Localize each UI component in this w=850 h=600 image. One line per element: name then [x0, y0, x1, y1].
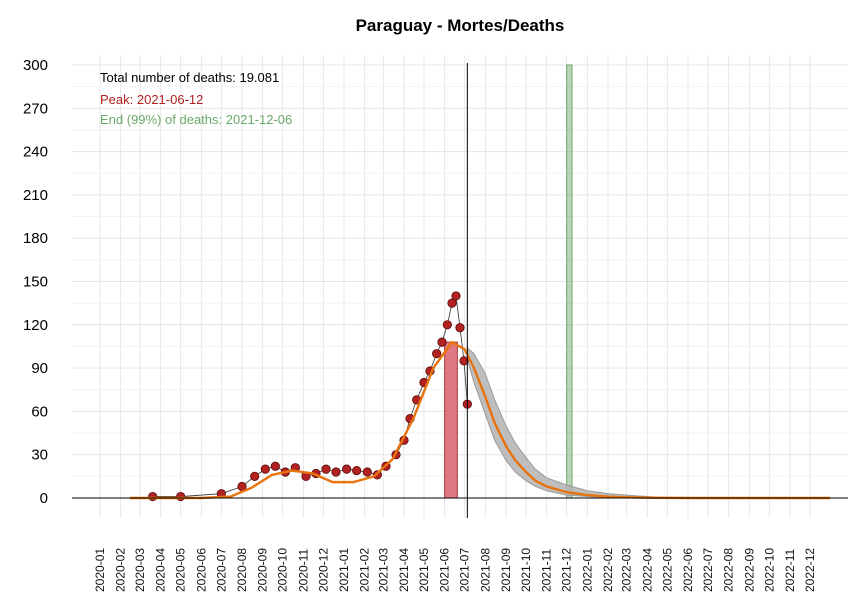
y-tick-label-6: 180: [23, 230, 48, 247]
x-tick-label-5: 2020-06: [194, 548, 208, 592]
x-tick-label-2: 2020-03: [133, 548, 147, 592]
x-tick-label-1: 2020-02: [114, 548, 128, 592]
observed-point-12: [331, 467, 341, 477]
y-tick-label-2: 60: [31, 403, 48, 420]
x-tick-label-3: 2020-04: [154, 548, 168, 592]
observed-point-13: [342, 464, 352, 474]
y-tick-label-7: 210: [23, 187, 48, 204]
x-tick-label-22: 2021-11: [540, 549, 554, 592]
annotation-end: End (99%) of deaths: 2021-12-06: [100, 112, 292, 127]
observed-point-26: [442, 320, 452, 330]
x-tick-label-20: 2021-09: [499, 548, 513, 592]
y-tick-label-4: 120: [23, 317, 48, 334]
x-tick-label-4: 2020-05: [174, 548, 188, 592]
y-tick-label-5: 150: [23, 274, 48, 291]
observed-point-5: [260, 464, 270, 474]
fit-line: [130, 340, 830, 500]
x-tick-label-33: 2022-10: [762, 548, 776, 592]
axes: [72, 63, 848, 518]
observed-point-14: [352, 465, 362, 476]
x-tick-label-6: 2020-07: [214, 548, 228, 592]
chart-title: Paraguay - Mortes/Deaths: [356, 16, 565, 35]
observed-point-0: [148, 491, 158, 502]
x-tick-label-25: 2022-02: [601, 548, 615, 592]
x-tick-label-32: 2022-09: [742, 548, 756, 592]
observed-point-29: [455, 323, 465, 333]
x-tick-label-7: 2020-08: [235, 548, 249, 592]
x-tick-label-18: 2021-07: [458, 548, 472, 592]
x-tick-label-23: 2021-12: [560, 548, 574, 592]
observed-point-11: [321, 464, 331, 474]
observed-point-4: [250, 471, 260, 481]
x-tick-label-17: 2021-06: [438, 548, 452, 592]
x-tick-label-10: 2020-11: [296, 549, 310, 592]
y-tick-label-0: 0: [40, 490, 48, 507]
x-tick-label-29: 2022-06: [681, 548, 695, 592]
annotation-total: Total number of deaths: 19.081: [100, 70, 279, 85]
x-tick-label-34: 2022-11: [783, 549, 797, 592]
grid: [72, 55, 848, 518]
x-tick-label-24: 2022-01: [580, 548, 594, 592]
observed-point-28: [451, 291, 461, 301]
fit-series: [130, 340, 830, 500]
observed-point-25: [437, 337, 447, 347]
x-tick-label-21: 2021-10: [519, 548, 533, 592]
x-tick-label-35: 2022-12: [803, 548, 817, 592]
x-tick-label-26: 2022-03: [620, 548, 634, 592]
y-tick-label-1: 30: [31, 447, 48, 464]
x-tick-label-8: 2020-09: [256, 548, 270, 592]
y-tick-label-10: 300: [23, 57, 48, 74]
x-tick-label-14: 2021-03: [376, 548, 390, 592]
x-tick-label-28: 2022-05: [660, 548, 674, 592]
x-tick-label-31: 2022-08: [722, 548, 736, 592]
annotation-peak: Peak: 2021-06-12: [100, 92, 203, 107]
x-tick-label-12: 2021-01: [337, 548, 351, 592]
x-tick-label-9: 2020-10: [276, 548, 290, 592]
observed-point-30: [459, 356, 469, 366]
observed-point-6: [270, 461, 280, 471]
y-tick-labels: 0 30 60 90 120 150 180 210 240 270 300: [23, 57, 48, 507]
observed-line: [152, 294, 468, 497]
peak-band: [444, 341, 458, 499]
x-tick-label-0: 2020-01: [93, 548, 107, 592]
x-tick-label-30: 2022-07: [701, 548, 715, 592]
x-tick-label-11: 2020-12: [316, 548, 330, 592]
x-tick-label-16: 2021-05: [417, 548, 431, 592]
observed-point-24: [432, 349, 442, 359]
observed-point-15: [362, 467, 372, 477]
x-tick-label-27: 2022-04: [640, 548, 654, 592]
observed-point-1: [176, 491, 186, 502]
x-tick-label-19: 2021-08: [478, 548, 492, 592]
y-tick-label-9: 270: [23, 100, 48, 117]
y-tick-label-3: 90: [31, 360, 48, 377]
x-tick-label-15: 2021-04: [397, 548, 411, 592]
observed-point-27: [447, 298, 457, 308]
y-tick-label-8: 240: [23, 144, 48, 161]
x-tick-labels: 2020-01 2020-02 2020-03 2020-04 2020-05 2020-…: [93, 548, 817, 592]
x-tick-label-13: 2021-02: [358, 548, 372, 592]
end-band: [566, 64, 573, 499]
